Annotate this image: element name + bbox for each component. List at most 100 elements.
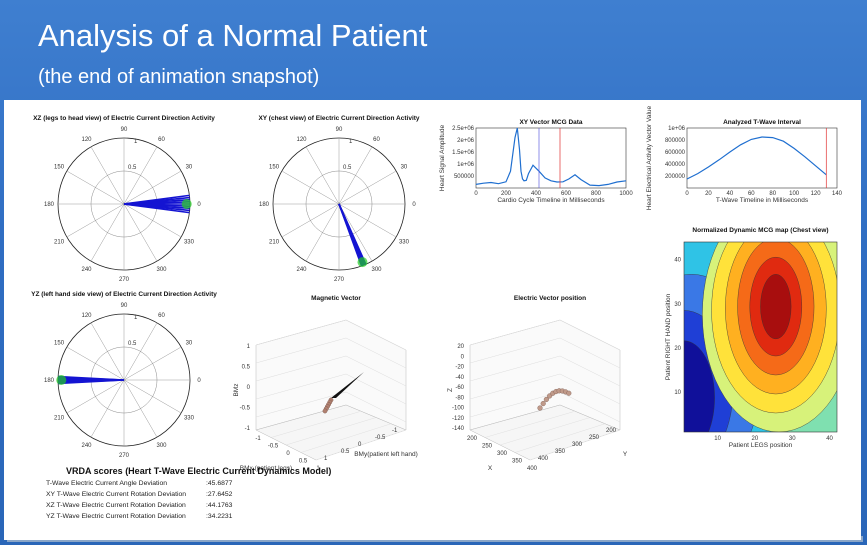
polar-angle-label: 330 xyxy=(399,240,410,246)
polar-angle-label: 120 xyxy=(296,137,307,143)
polar-spoke xyxy=(338,170,397,205)
polar-angle-label: 150 xyxy=(269,165,280,171)
panel3d-gridline xyxy=(559,337,621,369)
z-tick-label: -80 xyxy=(455,395,464,401)
polar-angle-label: 210 xyxy=(54,416,65,422)
polar-angle-label: 150 xyxy=(54,341,65,347)
x-tick-label: 140 xyxy=(832,191,843,197)
panel3d-gridline xyxy=(469,373,561,400)
polar-spoke xyxy=(66,203,125,238)
polar-angle-label: 270 xyxy=(119,277,130,283)
y-tick-label: 400 xyxy=(538,456,549,462)
line-chart-title: XY Vector MCG Data xyxy=(519,119,582,126)
y-tick-label: 2.5e+06 xyxy=(452,126,475,132)
polar-radius-label: 1 xyxy=(134,139,138,145)
polar-spoke xyxy=(123,203,182,238)
y-tick-label: 200000 xyxy=(665,174,686,180)
vrda-row-value: :27.6452 xyxy=(206,491,233,498)
polar-radius-label: 0.5 xyxy=(128,341,137,347)
y-tick-label: 30 xyxy=(674,302,681,308)
vrda-title: VRDA scores (Heart T-Wave Electric Curre… xyxy=(66,466,332,476)
polar-arrowhead xyxy=(357,257,368,268)
polar-angle-label: 60 xyxy=(158,313,165,319)
polar-spoke xyxy=(338,203,397,238)
polar-arrow xyxy=(123,194,190,205)
y-tick-label: 0 xyxy=(358,442,362,448)
z-tick-label: 0 xyxy=(247,385,251,391)
z-tick-label: -120 xyxy=(452,416,465,422)
polar-title: XZ (legs to head view) of Electric Curre… xyxy=(33,115,215,122)
polar-spoke xyxy=(123,146,158,205)
polar-radius-label: 0.5 xyxy=(128,165,137,171)
panel3d-gridline xyxy=(255,355,347,382)
x-tick-label: 100 xyxy=(789,191,800,197)
panel3d-gridline xyxy=(499,417,591,446)
polar-angle-label: 270 xyxy=(119,453,130,459)
y-tick-label: 500000 xyxy=(454,174,475,180)
panel3d-gridline xyxy=(345,337,407,369)
panel3d-gridline xyxy=(300,423,392,453)
z-tick-label: -60 xyxy=(455,385,464,391)
figure-canvas: XZ (legs to head view) of Electric Curre… xyxy=(31,105,843,472)
y-tick-label: 1 xyxy=(324,456,328,462)
x-tick-label: 600 xyxy=(561,191,572,197)
y-tick-label: 250 xyxy=(589,435,600,441)
polar-arrowhead xyxy=(181,199,192,209)
x-tick-label: 1 xyxy=(316,466,320,472)
polar-angle-label: 180 xyxy=(44,202,55,208)
polar-spoke xyxy=(66,346,125,381)
polar-arrowhead xyxy=(56,375,67,385)
polar-spoke xyxy=(123,379,182,414)
y-tick-label: 800000 xyxy=(665,138,686,144)
x-tick-label: 40 xyxy=(727,191,734,197)
polar-spoke xyxy=(66,379,125,414)
x-tick-label: 350 xyxy=(512,459,523,465)
z-tick-label: 1 xyxy=(247,344,251,350)
y-tick-label: 600000 xyxy=(665,150,686,156)
panel3d-title: Electric Vector position xyxy=(514,295,586,302)
z-tick-label: -100 xyxy=(452,406,465,412)
polar-angle-label: 90 xyxy=(336,127,343,133)
vrda-row-label: XY T-Wave Electric Current Rotation Devi… xyxy=(46,491,187,498)
y-axis-label: Y xyxy=(623,451,628,458)
line-chart-axes xyxy=(475,127,627,189)
panel3d-gridline xyxy=(559,373,621,405)
polar-spoke xyxy=(90,322,125,381)
trajectory-point xyxy=(543,396,549,402)
x-tick-label: 400 xyxy=(527,466,538,472)
z-tick-label: -40 xyxy=(455,375,464,381)
x-tick-label: 0 xyxy=(286,451,290,457)
polar-angle-label: 300 xyxy=(371,267,382,273)
vrda-row: XY T-Wave Electric Current Rotation Devi… xyxy=(46,491,331,498)
x-tick-label: 400 xyxy=(531,191,542,197)
panel3d-gridline xyxy=(529,429,621,461)
vrda-row: XZ T-Wave Electric Current Rotation Devi… xyxy=(46,502,331,509)
panel3d-gridline xyxy=(469,337,561,364)
y-axis-label: Patient RIGHT HAND position xyxy=(665,293,672,380)
x-tick-label: 0 xyxy=(685,191,689,197)
x-tick-label: 80 xyxy=(769,191,776,197)
vector-glyph xyxy=(331,372,364,398)
z-axis-label: Z xyxy=(447,388,454,392)
z-axis-label: BMz xyxy=(233,384,240,397)
polar-spoke xyxy=(123,322,158,381)
x-tick-label: -0.5 xyxy=(268,444,279,450)
x-tick-label: 20 xyxy=(705,191,712,197)
heatmap-frame xyxy=(683,241,838,433)
panel3d-gridline xyxy=(255,319,347,346)
polar-angle-label: 330 xyxy=(184,240,195,246)
panel3d-gridline xyxy=(285,417,377,446)
x-tick-label: 1000 xyxy=(619,191,633,197)
y-tick-label: -0.5 xyxy=(375,435,386,441)
x-tick-label: 200 xyxy=(467,436,478,442)
y-tick-label: -1 xyxy=(392,428,398,434)
polar-radius-label: 1 xyxy=(134,315,138,321)
x-tick-label: 120 xyxy=(811,191,822,197)
polar-spoke xyxy=(90,203,125,262)
polar-radius-label: 1 xyxy=(349,139,353,145)
vrda-row-value: :34.2231 xyxy=(206,513,233,520)
z-tick-label: -1 xyxy=(245,426,251,432)
polar-angle-label: 30 xyxy=(186,341,193,347)
x-tick-label: 20 xyxy=(752,436,759,442)
polar-angle-label: 300 xyxy=(156,443,167,449)
